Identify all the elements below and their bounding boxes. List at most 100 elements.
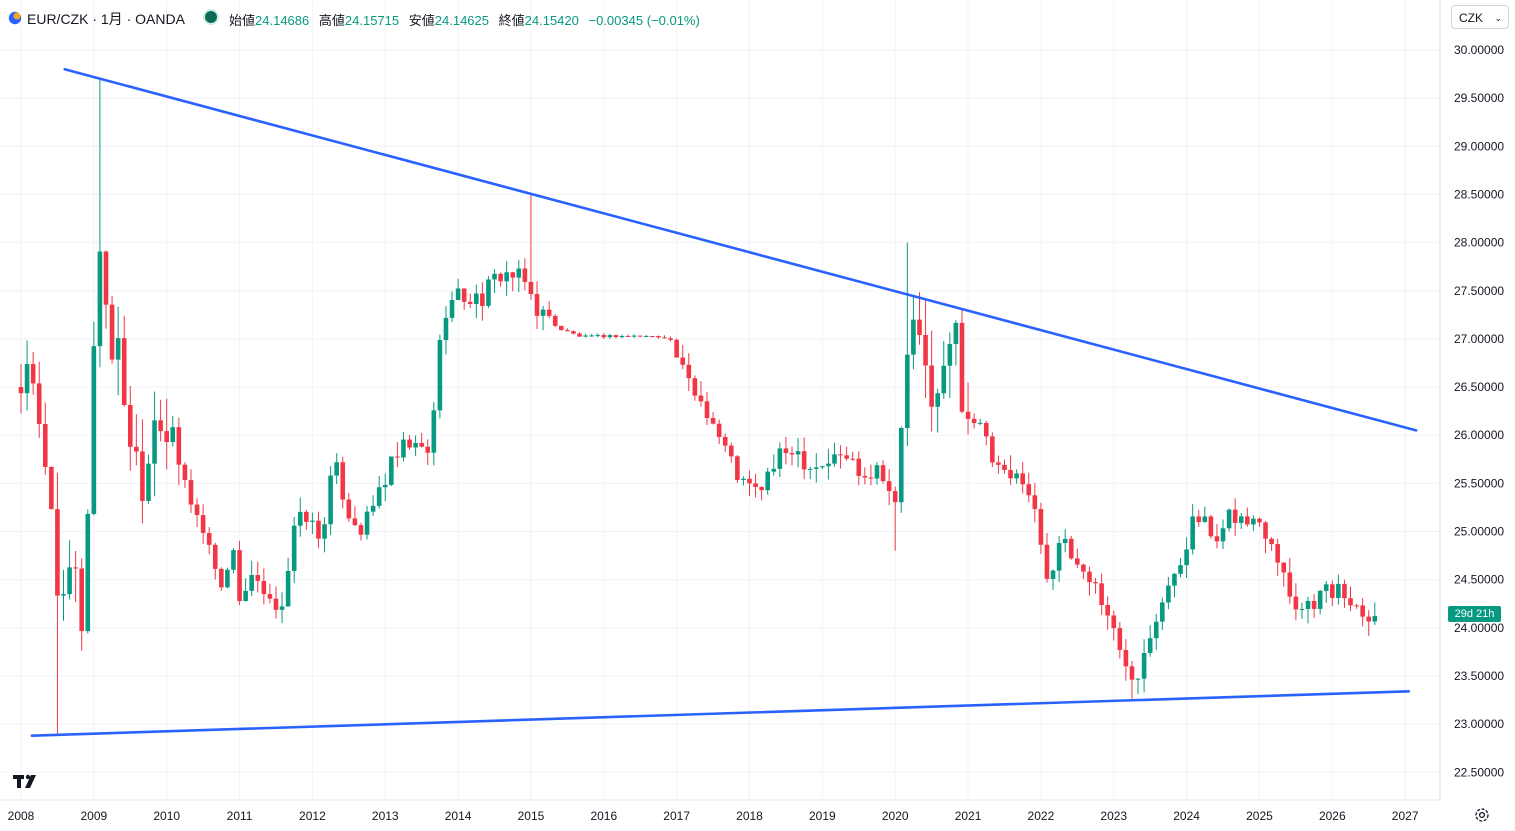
candle-body	[109, 304, 115, 360]
open-value: 24.14686	[255, 13, 310, 28]
candle-body	[595, 334, 601, 336]
candle-body	[1002, 464, 1007, 470]
symbol-title[interactable]: EUR/CZK · 1月 · OANDA	[27, 11, 185, 27]
price-tick-label: 29.50000	[1454, 91, 1504, 105]
candle-body	[844, 455, 849, 459]
price-tick-label: 23.50000	[1454, 669, 1504, 683]
candle-body	[510, 272, 516, 278]
candle-body	[528, 281, 534, 295]
price-tick-label: 26.00000	[1454, 428, 1504, 442]
candle-body	[674, 339, 679, 358]
trendlines[interactable]	[30, 67, 1418, 737]
candle-body	[728, 445, 734, 457]
candle-body	[692, 378, 698, 396]
candle-body	[625, 335, 631, 337]
candle-body	[686, 364, 692, 379]
time-tick-label: 2018	[736, 809, 763, 823]
candle-body	[316, 520, 321, 539]
price-tick-label: 25.00000	[1454, 525, 1504, 539]
candle-body	[455, 288, 461, 300]
gear-icon[interactable]	[1473, 806, 1491, 824]
candle-body	[364, 511, 370, 535]
time-tick-label: 2025	[1246, 809, 1273, 823]
candle-body	[886, 481, 892, 492]
candle-body	[947, 344, 953, 366]
open-label: 始値	[229, 13, 256, 28]
candle-body	[1062, 538, 1068, 544]
price-tick-label: 29.00000	[1454, 139, 1504, 153]
candle-body	[898, 427, 904, 503]
market-status-icon[interactable]	[205, 11, 217, 23]
candle-body	[73, 567, 78, 569]
candle-body	[880, 465, 886, 482]
candle-body	[1305, 600, 1311, 609]
candle-body	[1251, 518, 1256, 525]
candle-body	[243, 590, 248, 602]
candle-body	[237, 550, 242, 602]
price-axis[interactable]: 22.50000 23.00000 23.50000 24.00000 24.50000…	[1439, 0, 1504, 800]
candle-body	[267, 594, 273, 599]
candle-body	[42, 424, 48, 467]
candle-body	[546, 309, 552, 316]
candle-body	[941, 365, 947, 394]
candle-body	[862, 475, 868, 478]
candle-body	[983, 422, 989, 437]
currency-selector[interactable]: CZK ⌄	[1451, 5, 1509, 29]
candle-body	[741, 478, 746, 480]
bar-countdown-badge: 29d 21h	[1448, 606, 1501, 622]
price-tick-label: 22.50000	[1454, 765, 1504, 779]
candle-body	[534, 294, 540, 316]
candle-body	[231, 550, 236, 570]
candle-body	[498, 273, 503, 282]
candle-body	[874, 465, 880, 479]
candle-body	[747, 478, 752, 484]
candle-body	[990, 436, 995, 463]
candle-body	[753, 483, 758, 488]
candle-body	[413, 442, 418, 448]
chart-header: EUR/CZK · 1月 · OANDA 始値24.14686 高値24.157…	[0, 0, 1440, 34]
trendline-upper[interactable]	[63, 67, 1418, 432]
candle-body	[1196, 516, 1202, 523]
trendline-lower[interactable]	[30, 690, 1411, 737]
candle-body	[765, 471, 771, 491]
time-tick-label: 2019	[809, 809, 836, 823]
price-tick-label: 27.50000	[1454, 284, 1504, 298]
candle-body	[467, 301, 473, 305]
candle-body	[1317, 590, 1323, 609]
price-tick-label: 30.00000	[1454, 43, 1504, 57]
candle-body	[789, 453, 795, 455]
candle-body	[328, 475, 333, 525]
candle-body	[97, 251, 103, 347]
high-value: 24.15715	[344, 13, 400, 28]
candle-body	[759, 487, 764, 491]
time-axis[interactable]: 2008 2009 2010 2011 2012 2013 2014 2015 2016 2017…	[0, 799, 1440, 823]
candle-body	[225, 569, 230, 588]
candle-body	[91, 346, 97, 514]
close-label: 終値	[498, 13, 525, 28]
candle-body	[977, 422, 983, 424]
low-value: 24.14625	[434, 13, 489, 28]
ohlc-legend: 始値24.14686 高値24.15715 安値24.14625 終値24.15…	[229, 10, 706, 29]
candle-body	[401, 439, 406, 458]
candle-body	[1238, 516, 1244, 523]
candle-body	[1081, 564, 1086, 572]
candle-body	[1330, 584, 1335, 598]
candle-body	[1366, 616, 1372, 622]
candle-body	[30, 364, 36, 384]
candle-body	[710, 418, 716, 424]
candle-body	[461, 288, 467, 302]
time-tick-label: 2017	[663, 809, 690, 823]
candle-body	[358, 525, 364, 535]
tradingview-logo-icon[interactable]	[13, 772, 45, 792]
candle-body	[419, 442, 424, 447]
candle-body	[801, 451, 807, 470]
candle-body	[1141, 652, 1147, 679]
candle-body	[1087, 571, 1092, 583]
candle-body	[856, 458, 862, 476]
candle-body	[771, 468, 777, 472]
candle-body	[1226, 509, 1232, 529]
time-tick-label: 2012	[299, 809, 326, 823]
candle-body	[795, 451, 801, 455]
candle-body	[662, 337, 667, 339]
